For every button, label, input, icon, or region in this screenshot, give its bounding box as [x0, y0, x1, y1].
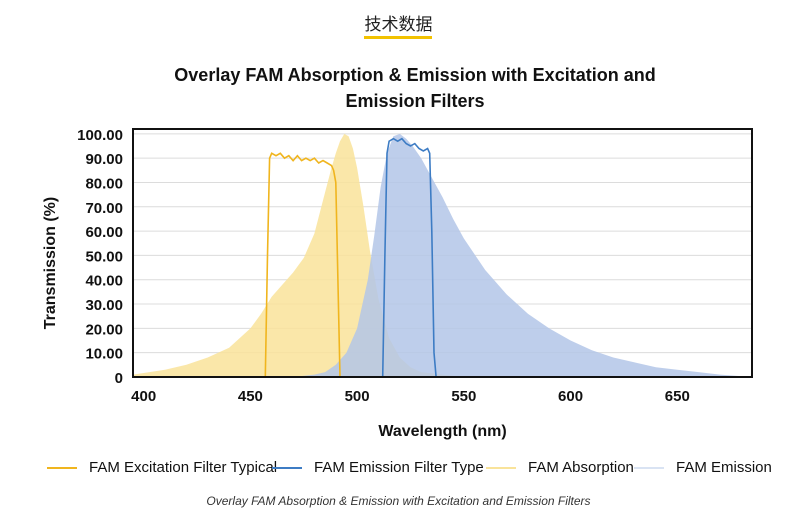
x-tick-label-600: 600 [558, 388, 583, 405]
legend-item-excitation-filter: FAM Excitation Filter Typical [47, 459, 277, 476]
x-tick-label-650: 650 [665, 388, 690, 405]
legend-label-excitation-filter: FAM Excitation Filter Typical [89, 459, 278, 476]
chart-title-line-1: Overlay FAM Absorption & Emission with E… [174, 65, 656, 85]
series-area-fam-emission [293, 133, 752, 377]
legend-item-emission-filter: FAM Emission Filter Type [272, 459, 484, 476]
x-axis-label: Wavelength (nm) [378, 423, 506, 440]
y-tick-label-1: 10.00 [85, 346, 123, 363]
legend-swatch-excitation-filter [47, 466, 77, 469]
y-tick-label-5: 50.00 [85, 248, 123, 265]
legend-swatch-emission-filter [272, 466, 302, 469]
y-tick-label-2: 20.00 [85, 321, 123, 338]
chart-title-line-2: Emission Filters [345, 91, 485, 111]
legend-label-emission-filter: FAM Emission Filter Type [314, 459, 484, 476]
legend-item-emission: FAM Emission [634, 459, 772, 476]
y-tick-label-10: 100.00 [77, 127, 123, 144]
section-title-underline [364, 36, 432, 39]
y-tick-label-3: 30.00 [85, 297, 123, 314]
x-tick-label-450: 450 [238, 388, 263, 405]
figure-caption: Overlay FAM Absorption & Emission with E… [206, 494, 591, 508]
y-tick-label-6: 60.00 [85, 224, 123, 241]
y-tick-label-4: 40.00 [85, 273, 123, 290]
y-tick-label-9: 90.00 [85, 151, 123, 168]
legend-swatch-emission [634, 466, 664, 469]
legend-item-absorption: FAM Absorption [486, 459, 634, 476]
legend-label-emission: FAM Emission [676, 459, 772, 476]
y-axis-label: Transmission (%) [42, 197, 59, 329]
chart-title: Overlay FAM Absorption & Emission with E… [120, 62, 710, 114]
x-tick-label-500: 500 [345, 388, 370, 405]
y-tick-label-7: 70.00 [85, 200, 123, 217]
x-tick-label-400: 400 [131, 388, 156, 405]
series-line-fam-excitation-filter-typical [264, 152, 341, 378]
plot-frame [132, 128, 753, 378]
series-line-fam-emission-filter-type [381, 137, 437, 378]
section-title: 技术数据 [364, 15, 433, 35]
legend-label-absorption: FAM Absorption [528, 459, 634, 476]
chart-legend: FAM Excitation Filter Typical FAM Emissi… [0, 459, 797, 483]
x-tick-label-550: 550 [451, 388, 476, 405]
legend-swatch-absorption [486, 466, 516, 469]
y-tick-label-8: 80.00 [85, 175, 123, 192]
y-tick-label-0: 0 [115, 370, 123, 387]
